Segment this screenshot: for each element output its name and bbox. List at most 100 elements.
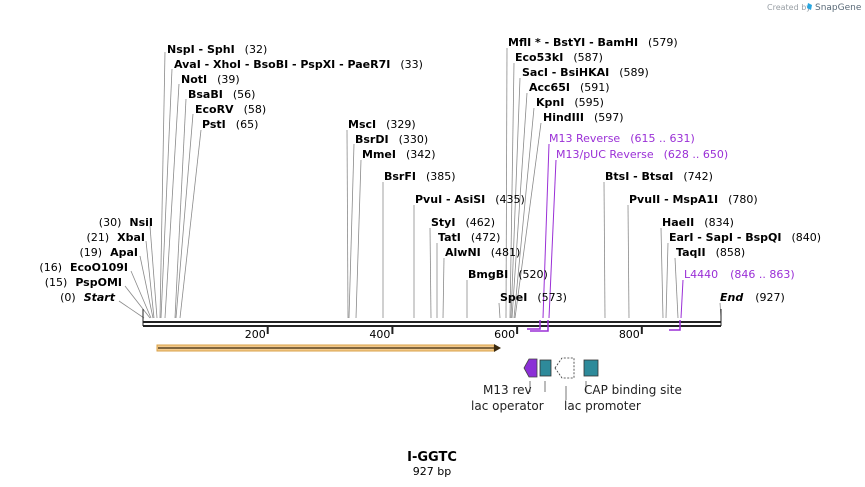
site-pvui[interactable]: PvuI - AsiSI (435) (415, 193, 525, 206)
axis-ticks: 200 400 600 800 (245, 326, 643, 341)
site-bmgbi-pos: (520) (518, 268, 548, 281)
primer-bar-l4440 (669, 320, 681, 331)
features: M13 rev lac operator lac promoter CAP bi… (471, 357, 682, 413)
site-tati[interactable]: TatI (472) (438, 231, 500, 244)
site-taqii[interactable]: TaqII (858) (676, 246, 745, 259)
site-bsrfi-pos: (385) (426, 170, 456, 183)
site-bmgbi[interactable]: BmgBI (520) (468, 268, 548, 281)
site-kpni[interactable]: KpnI (595) (536, 96, 604, 109)
leader-eco53ki (509, 62, 515, 319)
site-alwni-pos: (481) (491, 246, 521, 259)
site-nspi-pos: (32) (245, 43, 268, 56)
site-eari-name: EarI - SapI - BspQI (669, 231, 781, 244)
primer-m13puc-reverse[interactable]: M13/pUC Reverse (628 .. 650) (556, 148, 728, 161)
site-nsii[interactable]: (30) NsiI (99, 216, 153, 229)
site-taqii-pos: (858) (716, 246, 746, 259)
leader-noti (164, 83, 180, 319)
site-nsii-pos: (30) (99, 216, 122, 229)
site-saci-pos: (589) (619, 66, 649, 79)
site-psti[interactable]: PstI (65) (202, 118, 258, 131)
primer-m13puc-reverse-name: M13/pUC Reverse (556, 148, 654, 161)
leader-bsrdi (348, 143, 355, 319)
site-bsrdi-name: BsrDI (355, 133, 389, 146)
site-eco53ki-pos: (587) (573, 51, 603, 64)
primer-l4440-name: L4440 (684, 268, 718, 281)
site-pspomi[interactable]: (15) PspOMI (45, 276, 122, 289)
site-start[interactable]: (0) Start (60, 291, 116, 304)
site-spei[interactable]: SpeI (573) (500, 291, 567, 304)
primer-labels: M13 Reverse (615 .. 631) M13/pUC Reverse (… (549, 132, 795, 281)
site-avai[interactable]: AvaI - XhoI - BsoBI - PspXI - PaeR7I (33) (174, 58, 423, 71)
site-saci[interactable]: SacI - BsiHKAI (589) (522, 66, 649, 79)
site-bsrdi[interactable]: BsrDI (330) (355, 133, 428, 146)
feature-label-lac-promoter: lac promoter (564, 399, 641, 413)
site-hindiii[interactable]: HindIII (597) (543, 111, 624, 124)
site-eco53ki[interactable]: Eco53kI (587) (515, 51, 603, 64)
site-ecorv-name: EcoRV (195, 103, 234, 116)
site-acc65i[interactable]: Acc65I (591) (529, 81, 610, 94)
feature-m13-rev[interactable] (523, 358, 538, 378)
primer-leaders (542, 143, 684, 319)
site-bsrdi-pos: (330) (399, 133, 429, 146)
primer-bar-m13puc-reverse (530, 320, 549, 332)
site-acc65i-pos: (591) (580, 81, 610, 94)
site-end[interactable]: End (927) (720, 291, 785, 304)
site-haeii-name: HaeII (662, 216, 694, 229)
feature-lac-promoter[interactable] (554, 357, 575, 379)
site-noti-name: NotI (181, 73, 207, 86)
site-mfli-name: MflI * - BstYI - BamHI (508, 36, 638, 49)
snapgene-logo-icon (807, 3, 812, 10)
site-nspi-name: NspI - SphI (167, 43, 235, 56)
axis-tick-label-800: 800 (619, 328, 640, 341)
leader-spei (498, 302, 501, 319)
site-nsii-name: NsiI (129, 216, 153, 229)
leader-ecoo109i (130, 270, 152, 319)
site-eari[interactable]: EarI - SapI - BspQI (840) (669, 231, 821, 244)
site-pvuii[interactable]: PvuII - MspA1I (780) (629, 193, 758, 206)
primer-l4440[interactable]: L4440 (846 .. 863) (684, 268, 795, 281)
site-alwni[interactable]: AlwNI (481) (445, 246, 520, 259)
site-ecorv[interactable]: EcoRV (58) (195, 103, 266, 116)
site-ecoo109i-pos: (16) (39, 261, 62, 274)
leader-start (118, 300, 145, 319)
feature-lac-operator[interactable] (539, 359, 552, 377)
feature-label-lac-operator: lac operator (471, 399, 544, 413)
site-haeii[interactable]: HaeII (834) (662, 216, 734, 229)
site-xbai[interactable]: (21) XbaI (87, 231, 145, 244)
site-bsabi[interactable]: BsaBI (56) (188, 88, 255, 101)
credit-text: Created by (767, 3, 811, 12)
site-noti[interactable]: NotI (39) (181, 73, 240, 86)
leader-psti (179, 129, 202, 319)
primer-m13-reverse[interactable]: M13 Reverse (615 .. 631) (549, 132, 695, 145)
primer-bar-m13-reverse (527, 320, 541, 330)
site-nspi[interactable]: NspI - SphI (32) (167, 43, 267, 56)
site-ecoo109i[interactable]: (16) EcoO109I (39, 261, 128, 274)
orf-arrow[interactable] (156, 344, 501, 352)
site-mfli-pos: (579) (648, 36, 678, 49)
site-styi[interactable]: StyI (462) (431, 216, 495, 229)
site-mmei[interactable]: MmeI (342) (362, 148, 436, 161)
primer-bars (527, 320, 681, 332)
primer-m13-reverse-name: M13 Reverse (549, 132, 620, 145)
site-apai[interactable]: (19) ApaI (80, 246, 139, 259)
site-kpni-pos: (595) (574, 96, 604, 109)
feature-cap-binding-site[interactable] (583, 359, 599, 377)
site-spei-pos: (573) (537, 291, 567, 304)
site-bsrfi[interactable]: BsrFI (385) (384, 170, 456, 183)
site-end-name: End (720, 291, 743, 304)
site-msci[interactable]: MscI (329) (348, 118, 416, 131)
leader-avai (160, 68, 173, 319)
site-pvuii-pos: (780) (728, 193, 758, 206)
leader-eari (665, 242, 669, 319)
dna-backbone (142, 309, 722, 327)
site-pvuii-name: PvuII - MspA1I (629, 193, 718, 206)
site-btsi[interactable]: BtsI - BtsαI (742) (605, 170, 713, 183)
site-mmei-pos: (342) (406, 148, 436, 161)
leader-alwni (442, 257, 445, 319)
leader-nspi (159, 51, 166, 319)
site-hindiii-name: HindIII (543, 111, 584, 124)
site-psti-name: PstI (202, 118, 226, 131)
site-mfli[interactable]: MflI * - BstYI - BamHI (579) (508, 36, 678, 49)
site-btsi-name: BtsI - BtsαI (605, 170, 673, 183)
